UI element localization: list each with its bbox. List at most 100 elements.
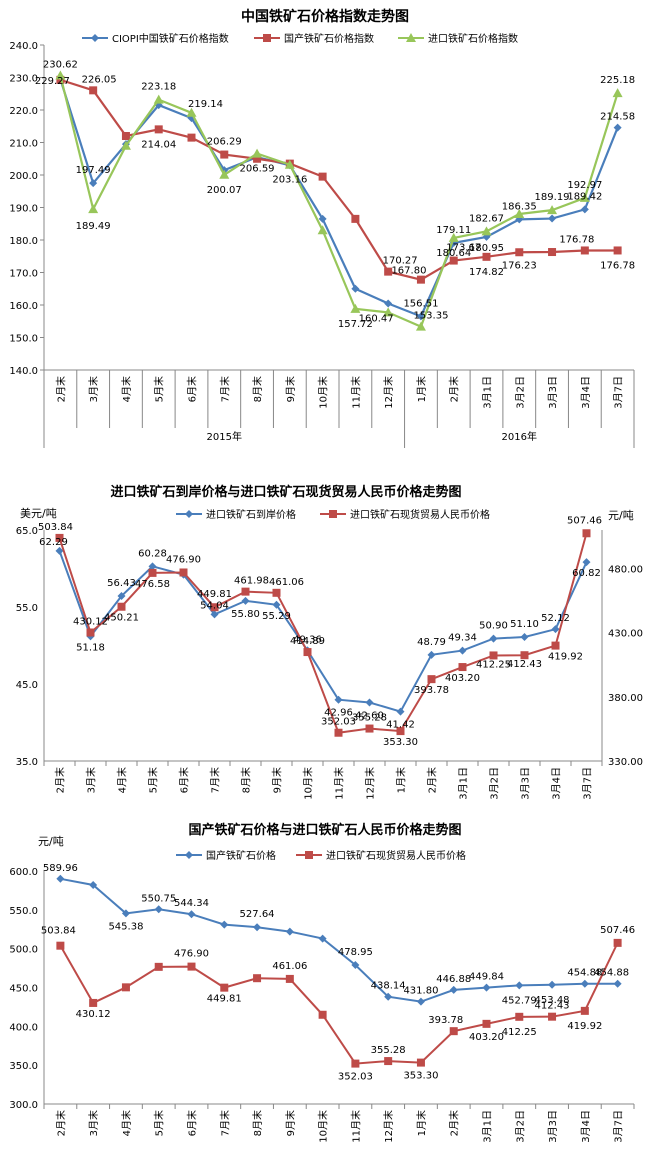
- data-point-0: [384, 299, 393, 308]
- data-point-0: [154, 905, 163, 914]
- category-label: 3月2日: [489, 767, 501, 800]
- data-point-1: [89, 998, 98, 1007]
- data-point-1: [154, 962, 163, 971]
- c2-data-label: 449.81: [197, 589, 232, 600]
- c3-data-label: 527.64: [240, 909, 275, 920]
- data-point-1: [482, 1019, 491, 1028]
- category-label: 5月末: [147, 767, 160, 793]
- data-point-1: [220, 150, 229, 159]
- data-point-0: [220, 920, 229, 929]
- data-point-2: [120, 140, 131, 150]
- data-point-1: [55, 533, 64, 542]
- data-point-2: [612, 88, 623, 98]
- category-label: 12月末: [364, 767, 377, 800]
- c2-data-label: 62.29: [39, 537, 68, 548]
- category-label: 10月末: [302, 767, 315, 800]
- category-label: 2月末: [448, 1110, 461, 1136]
- y-tick-label: 350.0: [9, 1061, 38, 1072]
- data-point-0: [613, 123, 622, 132]
- data-point-1: [148, 568, 157, 577]
- y-tick-label: 220.0: [9, 106, 38, 117]
- data-point-2: [219, 169, 230, 179]
- category-label: 3月末: [87, 1110, 100, 1136]
- c3-data-label: 589.96: [43, 863, 78, 874]
- c3-data-label: 545.38: [108, 921, 143, 932]
- data-point-0: [210, 610, 219, 619]
- category-label: 6月末: [186, 376, 199, 402]
- c2-data-label: 51.18: [76, 642, 105, 653]
- group-label: 2015年: [207, 430, 242, 443]
- category-label: 3月1日: [482, 1110, 494, 1143]
- data-point-1: [449, 1027, 458, 1036]
- c2-data-label: 50.90: [479, 621, 508, 632]
- c1-data-label: 180.64: [436, 248, 471, 259]
- group-label: 2016年: [502, 430, 537, 443]
- y-left-tick-label: 55.0: [16, 603, 38, 614]
- c3-data-label: 449.84: [469, 972, 504, 983]
- series-line-2: [59, 75, 619, 329]
- c2-data-label: 352.03: [321, 717, 356, 728]
- data-point-1: [220, 983, 229, 992]
- data-point-0: [582, 558, 591, 567]
- c1-data-label: 173.67: [446, 243, 481, 254]
- c2-data-label: 41.42: [386, 720, 415, 731]
- legend-label-1: 进口铁矿石现货贸易人民币价格: [326, 849, 466, 862]
- category-label: 10月末: [317, 376, 330, 409]
- data-point-2: [284, 159, 295, 169]
- c1-data-label: 182.67: [469, 213, 504, 224]
- y-right-tick-label: 380.00: [608, 693, 643, 704]
- data-point-1: [253, 154, 262, 163]
- category-label: 7月末: [218, 376, 231, 402]
- data-point-0: [482, 983, 491, 992]
- y-left-tick-label: 45.0: [16, 680, 38, 691]
- category-label: 11月末: [333, 767, 346, 800]
- c2-data-label: 56.43: [107, 578, 136, 589]
- data-point-2: [448, 232, 459, 242]
- c1-data-label: 197.49: [76, 165, 111, 176]
- data-point-0: [449, 985, 458, 994]
- c3-data-label: 453.48: [535, 995, 570, 1006]
- y-tick-label: 450.0: [9, 984, 38, 995]
- c1-data-label: 189.42: [567, 191, 602, 202]
- category-label: 2月末: [426, 767, 439, 793]
- c2-data-label: 60.82: [572, 568, 601, 579]
- data-point-0: [515, 981, 524, 990]
- c2-data-label: 60.28: [138, 548, 167, 559]
- data-point-1: [384, 267, 393, 276]
- data-point-0: [548, 214, 557, 223]
- data-point-0: [241, 596, 250, 605]
- data-point-1: [241, 587, 250, 596]
- data-point-2: [547, 205, 558, 215]
- c2-data-label: 393.78: [414, 685, 449, 696]
- data-point-0: [318, 934, 327, 943]
- c3-data-label: 352.03: [338, 1072, 373, 1083]
- data-point-1: [272, 588, 281, 597]
- category-label: 3月3日: [547, 1110, 559, 1143]
- data-point-1: [117, 602, 126, 611]
- c2-data-label: 414.89: [290, 636, 325, 647]
- legend-label-0: 进口铁矿石到岸价格: [206, 508, 296, 521]
- legend-label-1: 进口铁矿石现货贸易人民币价格: [350, 508, 490, 521]
- c2-data-label: 476.90: [166, 554, 201, 565]
- c2-data-label: 461.06: [269, 577, 304, 588]
- category-label: 3月2日: [514, 376, 526, 409]
- data-point-1: [515, 248, 524, 257]
- c2-data-label: 503.84: [38, 522, 73, 533]
- c3-data-label: 412.43: [535, 1001, 570, 1012]
- category-label: 3月4日: [580, 1110, 592, 1143]
- c2-data-label: 450.21: [104, 613, 139, 624]
- data-point-1: [580, 1006, 589, 1015]
- y-tick-label: 160.0: [9, 301, 38, 312]
- category-label: 3月3日: [520, 767, 532, 800]
- data-point-1: [458, 663, 467, 672]
- y-right-tick-label: 430.00: [608, 629, 643, 640]
- data-point-1: [582, 529, 591, 538]
- c2-data-label: 353.30: [383, 737, 418, 748]
- y-left-tick-label: 65.0: [16, 526, 38, 537]
- data-point-0: [55, 546, 64, 555]
- category-label: 8月末: [251, 1110, 264, 1136]
- c1-data-label: 176.78: [559, 234, 594, 245]
- y-tick-label: 300.0: [9, 1100, 38, 1111]
- y-tick-label: 230.0: [9, 74, 38, 85]
- legend-marker-1: [329, 510, 337, 518]
